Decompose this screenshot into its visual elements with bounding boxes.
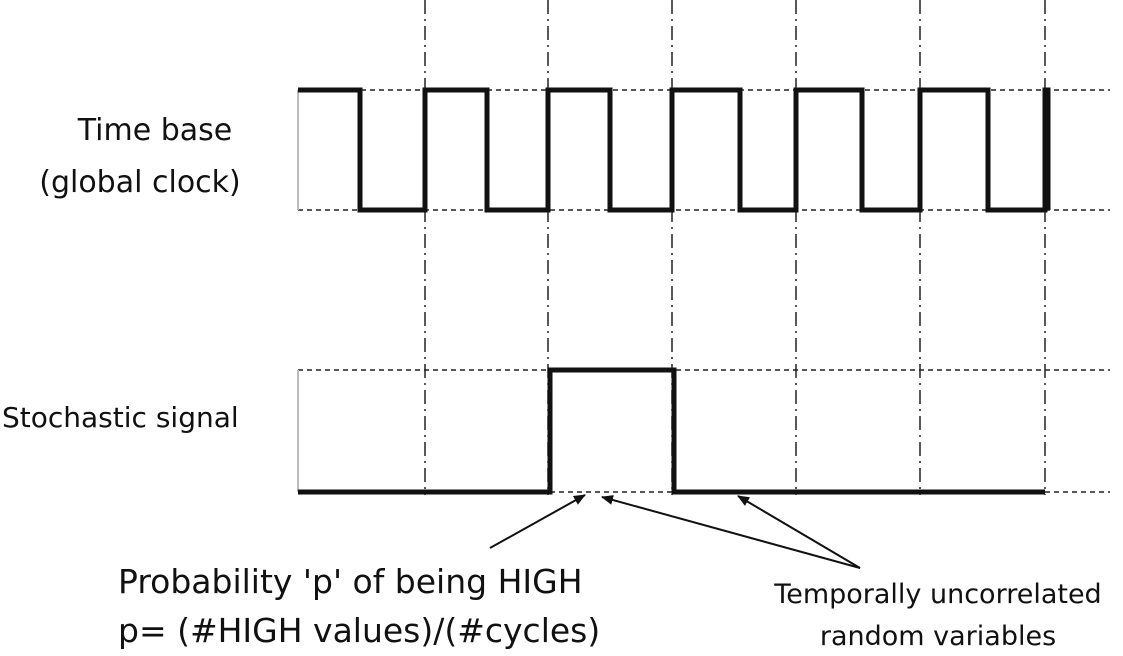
clock-label: (global clock) (39, 165, 241, 200)
uncorrelated-note: random variables (820, 621, 1056, 652)
signal-label: Stochastic signal (2, 401, 239, 434)
probability-note: p= (#HIGH values)/(#cycles) (118, 611, 600, 650)
clock-label: Time base (77, 113, 232, 148)
probability-note: Probability 'p' of being HIGH (118, 562, 583, 601)
grid-lines (297, 0, 1110, 495)
stochastic-wave (298, 367, 1045, 495)
arrows (489, 494, 861, 569)
clock-wave (298, 87, 1051, 213)
uncorrelated-note: Temporally uncorrelated (773, 579, 1101, 610)
